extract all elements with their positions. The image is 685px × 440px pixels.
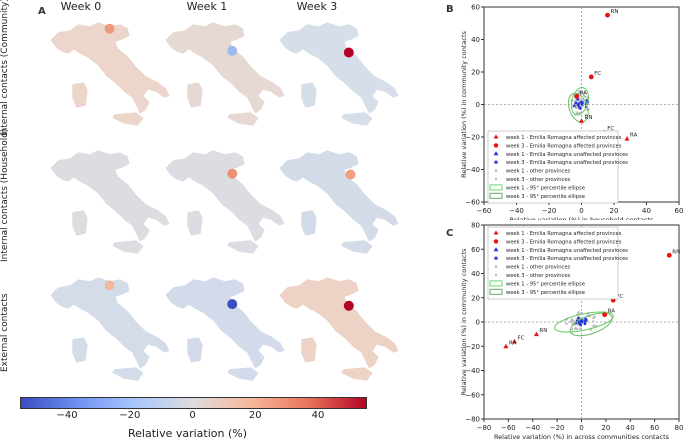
svg-text:RN: RN	[539, 328, 547, 334]
column-title-week3: Week 3	[296, 0, 338, 13]
svg-text:−20: −20	[550, 424, 565, 432]
svg-text:−60: −60	[501, 424, 516, 432]
hotspot-region	[104, 23, 115, 34]
svg-text:−40: −40	[465, 166, 480, 174]
svg-text:−40: −40	[525, 424, 540, 432]
scatter-plot-b: −60 −40 −20 0 20 40 60 60 40 20 0 −20 −40 −60 Relative…	[460, 4, 684, 221]
svg-text:RN: RN	[611, 9, 619, 15]
svg-text:week 1 - other provinces: week 1 - other provinces	[506, 265, 571, 271]
svg-text:0: 0	[476, 319, 480, 327]
svg-text:week 3 - Emilia Romagna unaffe: week 3 - Emilia Romagna unaffected provi…	[506, 256, 628, 262]
svg-text:0: 0	[579, 424, 583, 432]
row-label-household: Internal contacts (Household)	[0, 128, 10, 262]
svg-text:FC: FC	[594, 71, 601, 77]
svg-text:week 3 - other provinces: week 3 - other provinces	[506, 177, 571, 183]
hotspot-region	[227, 45, 238, 56]
svg-text:−40: −40	[465, 367, 480, 375]
colorbar-tick: −20	[119, 410, 141, 421]
svg-text:40: 40	[471, 270, 480, 278]
svg-text:−60: −60	[465, 391, 480, 399]
svg-text:week 1 - 95° percentile ellips: week 1 - 95° percentile ellipse	[506, 281, 585, 287]
svg-text:week 1 - 95° percentile ellips: week 1 - 95° percentile ellipse	[506, 185, 585, 191]
svg-text:week 1 - Emilia Romagna unaffe: week 1 - Emilia Romagna unaffected provi…	[506, 248, 628, 254]
svg-text:RN: RN	[585, 115, 593, 121]
svg-text:−80: −80	[477, 424, 492, 432]
italy-map-r1-c1	[164, 149, 286, 255]
column-title-week0: Week 0	[60, 0, 102, 13]
row-label-community: Internal contacts (Community)	[0, 0, 10, 136]
row-label-external: External contacts	[0, 293, 10, 372]
svg-text:60: 60	[471, 4, 480, 12]
svg-text:20: 20	[471, 69, 480, 77]
svg-text:week 3 - Emilia Romagna affect: week 3 - Emilia Romagna affected provinc…	[506, 143, 622, 149]
svg-text:−60: −60	[465, 199, 480, 207]
scatter-plot-c: −80 −60 −40 −20 0 20 40 60 80 80 60 40 20 0 −20 −40 −60 −…	[460, 222, 684, 440]
italy-map-r2-c0	[49, 276, 171, 382]
italy-map-r1-c0	[49, 149, 171, 255]
svg-text:0: 0	[476, 101, 480, 109]
colorbar-tick: 40	[311, 410, 325, 421]
svg-text:week 1 - Emilia Romagna affect: week 1 - Emilia Romagna affected provinc…	[506, 231, 622, 237]
svg-text:80: 80	[471, 222, 480, 230]
colorbar	[20, 397, 367, 409]
hotspot-region	[227, 168, 238, 179]
svg-text:FC: FC	[607, 126, 614, 132]
svg-text:Relative variation (%) in acro: Relative variation (%) in across communi…	[494, 433, 670, 440]
svg-text:60: 60	[471, 246, 480, 254]
svg-text:60: 60	[675, 207, 684, 215]
hotspot-region	[343, 300, 354, 311]
svg-text:week 3 - Emilia Romagna affect: week 3 - Emilia Romagna affected provinc…	[506, 239, 622, 245]
italy-map-r1-c2	[278, 149, 400, 255]
svg-text:−80: −80	[465, 416, 480, 424]
svg-text:20: 20	[610, 207, 619, 215]
colorbar-tick: 20	[248, 410, 262, 421]
hotspot-region	[345, 169, 356, 180]
italy-map-r0-c2	[278, 21, 400, 127]
svg-text:RA: RA	[509, 340, 517, 346]
svg-text:20: 20	[471, 294, 480, 302]
svg-text:Relative variation (%) in comm: Relative variation (%) in community cont…	[460, 30, 468, 177]
svg-text:60: 60	[650, 424, 659, 432]
italy-map-r2-c1	[164, 276, 286, 382]
colorbar-tick: 0	[189, 410, 196, 421]
italy-map-r0-c0	[49, 21, 171, 127]
svg-text:week 1 - Emilia Romagna unaffe: week 1 - Emilia Romagna unaffected provi…	[506, 152, 628, 158]
column-title-week1: Week 1	[186, 0, 228, 13]
svg-text:−20: −20	[465, 343, 480, 351]
svg-text:week 3 - 95° percentile ellips: week 3 - 95° percentile ellipse	[506, 194, 585, 200]
svg-text:40: 40	[626, 424, 635, 432]
svg-text:40: 40	[471, 36, 480, 44]
svg-text:FC: FC	[616, 294, 623, 300]
svg-text:RA: RA	[630, 133, 638, 139]
svg-text:FC: FC	[517, 335, 524, 341]
svg-text:0: 0	[579, 207, 583, 215]
svg-text:week 3 - other provinces: week 3 - other provinces	[506, 273, 571, 279]
panel-a-letter: A	[38, 6, 46, 17]
svg-text:week 1 - other provinces: week 1 - other provinces	[506, 169, 571, 175]
svg-text:40: 40	[642, 207, 651, 215]
svg-text:RN: RN	[672, 249, 680, 255]
svg-text:RA: RA	[580, 90, 588, 96]
svg-text:−40: −40	[509, 207, 524, 215]
hotspot-region	[104, 280, 115, 291]
panel-c-letter: C	[446, 228, 454, 239]
svg-text:week 3 - Emilia Romagna unaffe: week 3 - Emilia Romagna unaffected provi…	[506, 160, 628, 166]
colorbar-label: Relative variation (%)	[128, 427, 248, 440]
svg-text:−20: −20	[542, 207, 557, 215]
svg-text:Relative variation (%) in hous: Relative variation (%) in household cont…	[510, 216, 654, 220]
hotspot-region	[227, 299, 238, 310]
panel-b-letter: B	[446, 4, 454, 15]
svg-text:week 3 - 95° percentile ellips: week 3 - 95° percentile ellipse	[506, 290, 585, 296]
svg-text:80: 80	[675, 424, 684, 432]
svg-text:20: 20	[601, 424, 610, 432]
svg-text:week 1 - Emilia Romagna affect: week 1 - Emilia Romagna affected provinc…	[506, 135, 622, 141]
hotspot-region	[343, 47, 354, 58]
svg-text:Relative variation (%) in comm: Relative variation (%) in community cont…	[460, 248, 468, 395]
svg-text:−20: −20	[465, 134, 480, 142]
svg-text:−60: −60	[477, 207, 492, 215]
italy-map-r2-c2	[278, 276, 400, 382]
svg-text:RA: RA	[608, 309, 616, 315]
italy-map-r0-c1	[164, 21, 286, 127]
colorbar-tick: −40	[56, 410, 78, 421]
